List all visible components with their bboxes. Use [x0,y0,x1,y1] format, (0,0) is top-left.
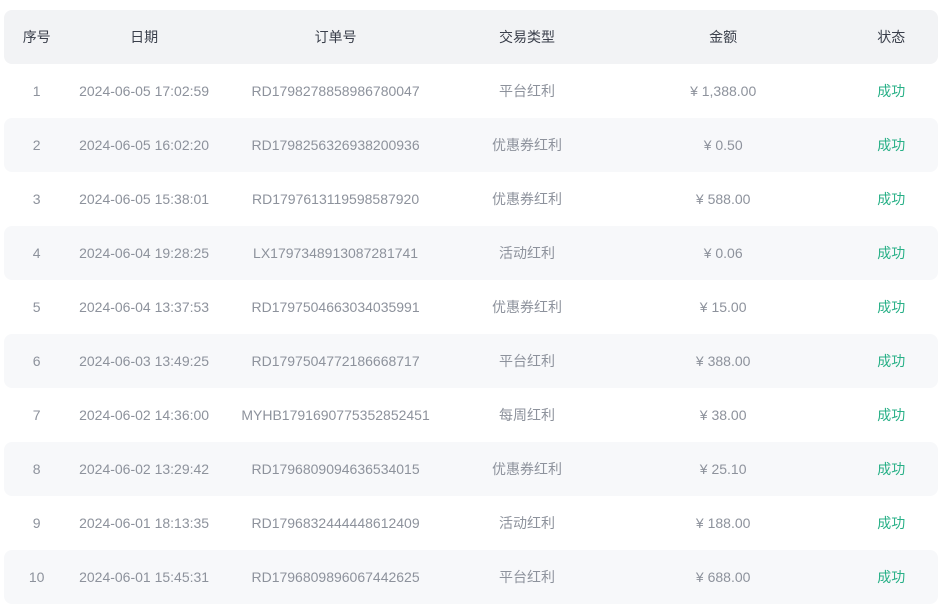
cell-order-number: RD1797504663034035991 [251,299,420,315]
table-body: 1 2024-06-05 17:02:59 RD1798278858986780… [4,64,938,604]
cell-date: 2024-06-04 13:37:53 [79,299,210,315]
header-amount: 金额 [709,29,738,45]
cell-date: 2024-06-05 16:02:20 [79,137,210,153]
status-badge: 成功 [877,299,906,315]
cell-transaction-type: 平台红利 [499,569,556,585]
cell-index: 1 [32,83,41,99]
table-row: 10 2024-06-01 15:45:31 RD179680989606744… [4,550,938,604]
cell-order-number: RD1797613119598587920 [252,191,420,207]
table-row: 4 2024-06-04 19:28:25 LX1797348913087281… [4,226,938,280]
status-badge: 成功 [877,407,906,423]
cell-date: 2024-06-03 13:49:25 [79,353,210,369]
cell-index: 3 [32,191,41,207]
cell-date: 2024-06-05 15:38:01 [79,191,210,207]
table-row: 1 2024-06-05 17:02:59 RD1798278858986780… [4,64,938,118]
status-badge: 成功 [877,569,906,585]
cell-date: 2024-06-01 15:45:31 [79,569,210,585]
status-badge: 成功 [877,353,906,369]
cell-transaction-type: 活动红利 [499,245,556,261]
cell-date: 2024-06-04 19:28:25 [79,245,210,261]
cell-amount: ¥ 388.00 [695,353,751,369]
cell-index: 7 [32,407,41,423]
cell-amount: ¥ 1,388.00 [690,83,757,99]
cell-date: 2024-06-02 13:29:42 [79,461,210,477]
cell-order-number: RD1796809896067442625 [251,569,420,585]
cell-order-number: RD1796832444448612409 [251,515,420,531]
header-transaction-type: 交易类型 [499,29,556,45]
cell-order-number: RD1797504772186668717 [251,353,420,369]
status-badge: 成功 [877,245,906,261]
cell-order-number: RD1798278858986780047 [251,83,420,99]
table-row: 7 2024-06-02 14:36:00 MYHB17916907753528… [4,388,938,442]
cell-index: 9 [32,515,41,531]
status-badge: 成功 [877,137,906,153]
cell-amount: ¥ 15.00 [699,299,747,315]
status-badge: 成功 [877,515,906,531]
cell-order-number: RD1796809094636534015 [251,461,420,477]
status-badge: 成功 [877,461,906,477]
table-header-row: 序号 日期 订单号 交易类型 金额 状态 [4,10,938,64]
cell-transaction-type: 平台红利 [499,353,556,369]
cell-amount: ¥ 688.00 [695,569,751,585]
cell-index: 8 [32,461,41,477]
table-row: 9 2024-06-01 18:13:35 RD1796832444448612… [4,496,938,550]
table-row: 5 2024-06-04 13:37:53 RD1797504663034035… [4,280,938,334]
header-index: 序号 [22,29,51,45]
table-row: 8 2024-06-02 13:29:42 RD1796809094636534… [4,442,938,496]
cell-transaction-type: 每周红利 [499,407,556,423]
cell-transaction-type: 优惠券红利 [492,461,563,477]
cell-index: 10 [28,569,45,585]
status-badge: 成功 [877,83,906,99]
cell-index: 4 [32,245,41,261]
table-row: 2 2024-06-05 16:02:20 RD1798256326938200… [4,118,938,172]
cell-index: 5 [32,299,41,315]
header-order-number: 订单号 [314,29,357,45]
cell-amount: ¥ 25.10 [699,461,747,477]
cell-transaction-type: 优惠券红利 [492,137,563,153]
cell-date: 2024-06-01 18:13:35 [79,515,210,531]
cell-transaction-type: 平台红利 [499,83,556,99]
cell-transaction-type: 优惠券红利 [492,191,563,207]
cell-date: 2024-06-05 17:02:59 [79,83,210,99]
header-date: 日期 [130,29,159,45]
cell-date: 2024-06-02 14:36:00 [79,407,210,423]
cell-amount: ¥ 38.00 [699,407,747,423]
cell-amount: ¥ 588.00 [695,191,751,207]
cell-order-number: RD1798256326938200936 [251,137,420,153]
header-status: 状态 [877,29,906,45]
cell-amount: ¥ 188.00 [695,515,751,531]
cell-amount: ¥ 0.50 [703,137,743,153]
cell-order-number: MYHB1791690775352852451 [241,407,430,423]
cell-transaction-type: 优惠券红利 [492,299,563,315]
cell-amount: ¥ 0.06 [703,245,743,261]
table-row: 3 2024-06-05 15:38:01 RD1797613119598587… [4,172,938,226]
status-badge: 成功 [877,191,906,207]
cell-order-number: LX1797348913087281741 [253,245,419,261]
cell-transaction-type: 活动红利 [499,515,556,531]
table-row: 6 2024-06-03 13:49:25 RD1797504772186668… [4,334,938,388]
cell-index: 2 [32,137,41,153]
cell-index: 6 [32,353,41,369]
